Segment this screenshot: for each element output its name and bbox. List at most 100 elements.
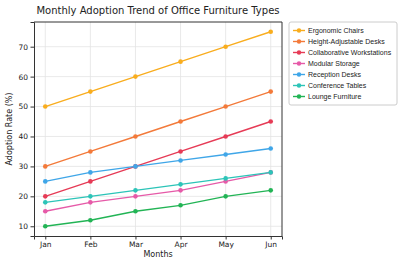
x-tick-label: Feb <box>84 240 98 249</box>
y-grid-line <box>34 46 282 47</box>
x-tick-label: Mar <box>129 240 144 249</box>
series-marker <box>178 182 183 187</box>
series-marker <box>268 170 273 175</box>
series-line <box>45 92 270 167</box>
series-line <box>45 172 270 202</box>
x-tick: Apr <box>175 236 189 249</box>
series-marker <box>43 179 48 184</box>
legend-entry: Collaborative Workstations <box>293 49 392 56</box>
y-tick: 70 <box>18 43 34 52</box>
series-line <box>45 122 270 197</box>
y-grid-line <box>34 166 282 167</box>
y-tick-mark <box>31 226 35 227</box>
legend-label: Collaborative Workstations <box>308 49 392 56</box>
y-axis-line <box>31 23 35 237</box>
legend-swatch-marker <box>297 61 301 65</box>
series-marker <box>223 104 228 109</box>
series-marker <box>133 188 138 193</box>
legend-entry: Ergonomic Chairs <box>293 27 364 35</box>
x-tick-mark <box>45 236 46 240</box>
plot-marks <box>43 29 273 228</box>
legend-swatch-marker <box>297 72 301 76</box>
y-tick: 40 <box>18 132 34 141</box>
legend-entry: Lounge Furniture <box>293 93 361 101</box>
series-marker <box>223 176 228 181</box>
series-marker <box>88 194 93 199</box>
series-marker <box>268 119 273 124</box>
y-tick-label: 70 <box>18 43 28 52</box>
legend-entry: Modular Storage <box>293 60 360 68</box>
series-marker <box>223 194 228 199</box>
plot-background <box>34 22 282 236</box>
legend: Ergonomic Chairs Height-Adjustable Desks C… <box>289 22 397 105</box>
series-marker <box>43 209 48 214</box>
x-grid-line <box>135 22 136 236</box>
y-axis-title: Adoption Rate (%) <box>5 93 14 166</box>
x-tick-mark <box>90 236 91 240</box>
legend-label: Ergonomic Chairs <box>308 27 364 35</box>
x-tick: Jun <box>264 236 277 249</box>
series-marker <box>268 170 273 175</box>
x-tick-mark <box>226 236 227 240</box>
x-grid-line <box>270 22 271 236</box>
y-grid-line <box>34 136 282 137</box>
y-axis: 10203040506070 <box>18 23 34 237</box>
series-marker <box>88 89 93 94</box>
series-marker <box>178 203 183 208</box>
series-marker <box>178 119 183 124</box>
legend-entry: Reception Desks <box>293 71 361 79</box>
series-marker <box>43 164 48 169</box>
y-grid-line <box>34 226 282 227</box>
series-marker <box>223 152 228 157</box>
x-tick-mark <box>181 236 182 240</box>
series-marker <box>88 170 93 175</box>
grid <box>34 22 282 236</box>
series-marker <box>223 44 228 49</box>
series-marker <box>223 134 228 139</box>
x-tick-mark <box>135 236 136 240</box>
series-marker <box>133 209 138 214</box>
legend-entry: Conference Tables <box>293 82 367 89</box>
x-tick-label: Apr <box>175 240 189 249</box>
y-tick-label: 50 <box>18 102 28 111</box>
x-tick: Feb <box>84 236 98 249</box>
y-grid-line <box>34 106 282 107</box>
y-tick: 30 <box>18 162 34 171</box>
series-marker <box>88 149 93 154</box>
series-marker <box>268 89 273 94</box>
chart-title: Monthly Adoption Trend of Office Furnitu… <box>36 5 279 16</box>
x-tick: Jan <box>39 236 52 249</box>
series-marker <box>133 164 138 169</box>
series-marker <box>43 104 48 109</box>
series-marker <box>268 29 273 34</box>
y-tick: 10 <box>18 222 34 231</box>
chart-svg: JanFebMarAprMayJun10203040506070Monthly … <box>0 0 400 261</box>
series-marker <box>43 194 48 199</box>
series-marker <box>178 188 183 193</box>
legend-label: Height-Adjustable Desks <box>308 38 385 46</box>
legend-label: Reception Desks <box>308 71 361 79</box>
legend-swatch-marker <box>297 50 301 54</box>
series-marker <box>88 200 93 205</box>
legend-box <box>289 22 397 105</box>
y-tick-mark <box>31 196 35 197</box>
y-tick-label: 10 <box>18 222 28 231</box>
x-axis-line <box>35 237 283 240</box>
y-tick-label: 60 <box>18 73 28 82</box>
series-marker <box>268 188 273 193</box>
series-marker <box>88 218 93 223</box>
series-line <box>45 172 270 211</box>
legend-swatch-marker <box>297 94 301 98</box>
series-line <box>45 32 270 107</box>
y-grid-line <box>34 76 282 77</box>
series-marker <box>133 164 138 169</box>
x-tick-label: Jun <box>264 240 277 249</box>
legend-label: Modular Storage <box>308 60 360 68</box>
legend-entry: Height-Adjustable Desks <box>293 38 385 46</box>
series-marker <box>133 74 138 79</box>
x-axis: JanFebMarAprMayJun <box>35 236 283 249</box>
legend-swatch-marker <box>297 83 301 87</box>
x-grid-line <box>225 22 226 236</box>
series-marker <box>178 149 183 154</box>
chart-container: JanFebMarAprMayJun10203040506070Monthly … <box>0 0 400 261</box>
